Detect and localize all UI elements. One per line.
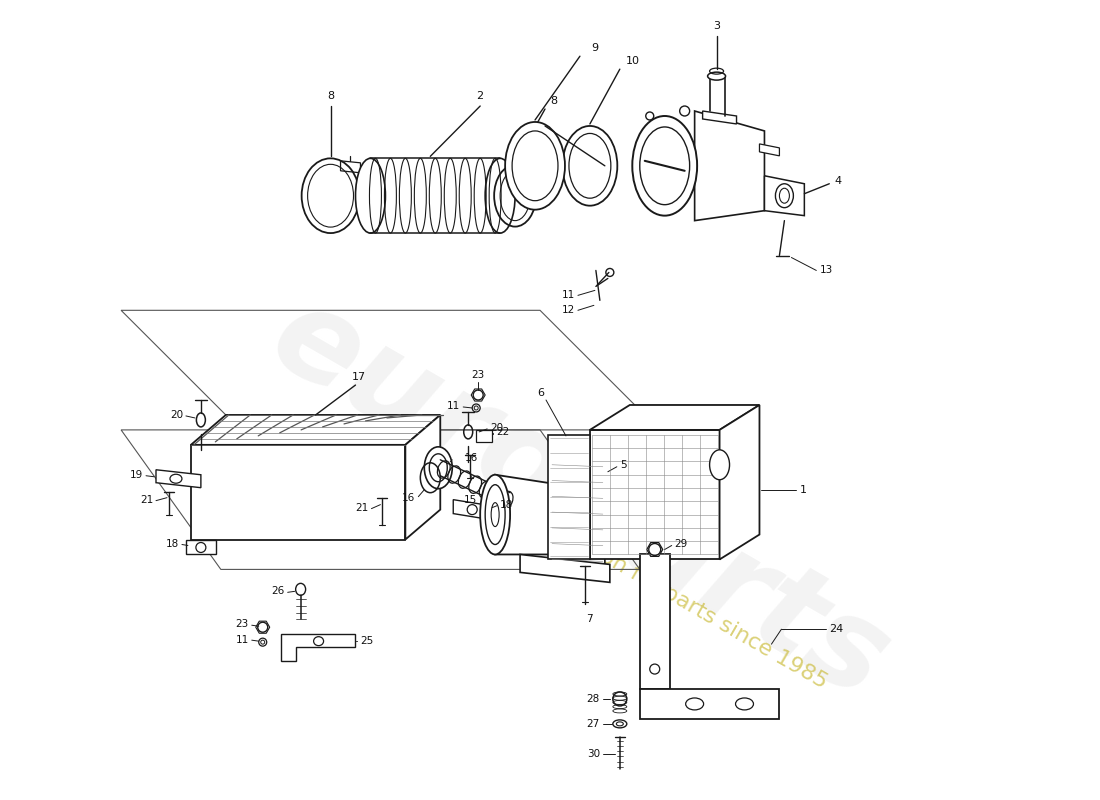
Polygon shape (640, 554, 670, 689)
Ellipse shape (710, 450, 729, 480)
Text: 28: 28 (586, 694, 600, 704)
Polygon shape (590, 430, 719, 559)
Text: 25: 25 (361, 636, 374, 646)
Polygon shape (647, 542, 662, 556)
Text: 20: 20 (491, 423, 504, 433)
Text: 13: 13 (820, 266, 833, 275)
Polygon shape (548, 435, 590, 559)
Text: 17: 17 (351, 372, 365, 382)
Polygon shape (640, 689, 780, 719)
Polygon shape (764, 176, 804, 216)
Ellipse shape (632, 116, 697, 216)
Text: 23: 23 (472, 370, 485, 380)
Text: 21: 21 (140, 494, 153, 505)
Text: 29: 29 (674, 539, 688, 550)
Polygon shape (590, 405, 759, 430)
Ellipse shape (355, 158, 385, 233)
Text: 11: 11 (447, 401, 460, 411)
Ellipse shape (562, 126, 617, 206)
Text: 4: 4 (834, 176, 842, 186)
Ellipse shape (296, 583, 306, 595)
Text: 19: 19 (130, 470, 143, 480)
Ellipse shape (481, 474, 510, 554)
Polygon shape (495, 474, 560, 554)
Text: europarts: europarts (251, 274, 910, 725)
Polygon shape (186, 539, 216, 554)
Text: 22: 22 (496, 427, 509, 437)
Text: 11: 11 (235, 635, 249, 645)
Polygon shape (191, 415, 440, 445)
Polygon shape (255, 621, 270, 634)
Text: 16: 16 (403, 493, 416, 502)
Polygon shape (694, 111, 764, 221)
Polygon shape (341, 161, 361, 173)
Polygon shape (703, 111, 737, 124)
Text: 27: 27 (586, 719, 600, 729)
Text: 24: 24 (829, 624, 844, 634)
Text: a passion for parts since 1985: a passion for parts since 1985 (529, 506, 830, 692)
Ellipse shape (707, 72, 726, 80)
Text: 18: 18 (166, 539, 179, 550)
Polygon shape (508, 163, 528, 173)
Polygon shape (156, 470, 201, 488)
Polygon shape (280, 634, 355, 661)
Polygon shape (476, 430, 492, 442)
Polygon shape (550, 460, 605, 565)
Polygon shape (471, 389, 485, 401)
Ellipse shape (776, 184, 793, 208)
Text: 30: 30 (586, 749, 600, 758)
Text: 20: 20 (169, 410, 183, 420)
Text: 11: 11 (562, 290, 575, 300)
Polygon shape (719, 405, 759, 559)
Polygon shape (406, 415, 440, 539)
Text: 18: 18 (500, 500, 514, 510)
Polygon shape (453, 500, 491, 519)
Text: 8: 8 (327, 91, 334, 101)
Text: 6: 6 (537, 388, 544, 398)
Polygon shape (520, 554, 609, 582)
Text: 26: 26 (272, 586, 285, 596)
Text: 5: 5 (619, 460, 626, 470)
Polygon shape (191, 445, 406, 539)
Text: 2: 2 (476, 91, 484, 101)
Text: 9: 9 (592, 43, 598, 54)
Text: 7: 7 (586, 614, 593, 624)
Polygon shape (759, 144, 780, 156)
Text: 23: 23 (235, 619, 249, 630)
Text: 10: 10 (626, 56, 640, 66)
Text: 21: 21 (355, 502, 368, 513)
Text: 12: 12 (562, 306, 575, 315)
Ellipse shape (505, 122, 565, 210)
Ellipse shape (613, 692, 627, 706)
Ellipse shape (485, 158, 515, 233)
Text: 15: 15 (463, 494, 476, 505)
Text: 16: 16 (465, 453, 478, 462)
Text: 3: 3 (713, 22, 721, 31)
Ellipse shape (425, 447, 452, 489)
Text: 1: 1 (800, 485, 806, 494)
Text: 8: 8 (550, 96, 557, 106)
